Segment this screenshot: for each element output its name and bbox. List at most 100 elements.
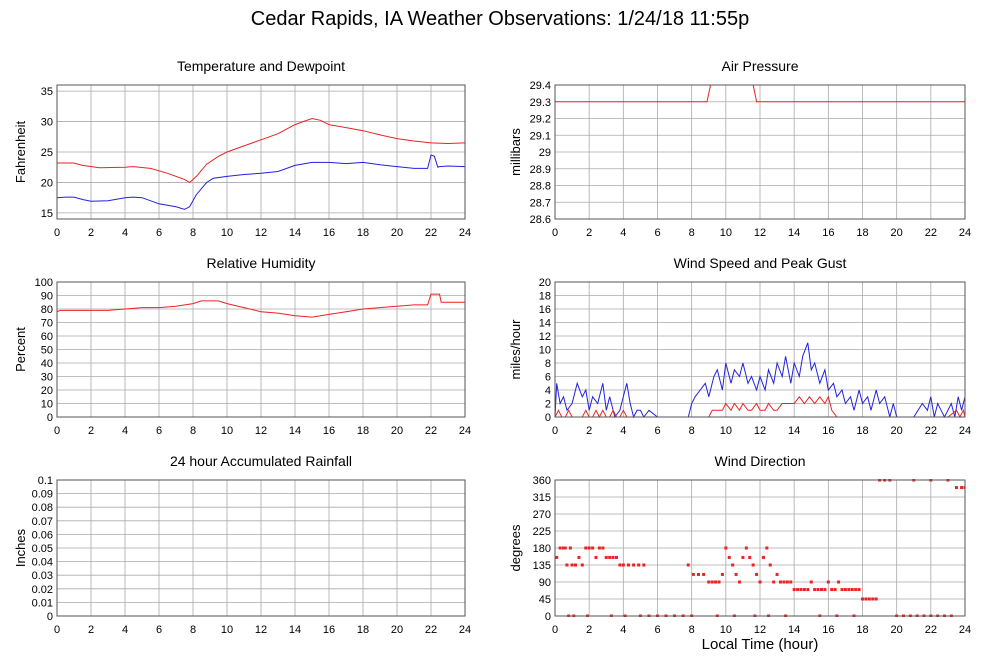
y-tick-label: 28.7 (530, 197, 551, 209)
y-tick-label: 28.8 (530, 181, 551, 193)
data-point (702, 572, 706, 576)
y-tick-label: 70 (41, 318, 53, 330)
y-tick-label: 28.9 (530, 164, 551, 176)
y-tick-label: 10 (41, 399, 53, 411)
x-tick-label: 2 (586, 227, 592, 239)
x-tick-label: 24 (459, 227, 471, 239)
data-point (854, 588, 858, 592)
data-point (850, 588, 854, 592)
x-tick-label: 12 (754, 624, 766, 636)
series-line (555, 395, 965, 418)
y-tick-label: 45 (539, 594, 551, 606)
data-point (632, 563, 636, 567)
data-point (615, 555, 618, 559)
x-tick-label: 24 (959, 227, 971, 239)
x-tick-label: 18 (357, 425, 369, 437)
data-point (768, 563, 772, 567)
y-tick-label: 30 (41, 117, 53, 129)
data-point (707, 580, 711, 584)
data-point (761, 555, 765, 559)
y-tick-label: 29.3 (530, 97, 551, 109)
data-point (785, 580, 789, 584)
y-tick-label: 90 (539, 577, 551, 589)
y-tick-label: 29 (539, 147, 551, 159)
y-tick-label: 29.1 (530, 130, 551, 142)
x-tick-label: 4 (620, 425, 626, 437)
series-group (57, 293, 465, 318)
x-tick-label: 20 (891, 227, 903, 239)
data-point (568, 546, 572, 550)
data-point (847, 588, 851, 592)
x-tick-label: 16 (822, 227, 834, 239)
y-axis-label: Percent (13, 327, 28, 372)
data-point (837, 580, 841, 584)
data-point (765, 546, 769, 550)
x-tick-label: 16 (323, 227, 335, 239)
x-tick-label: 12 (255, 227, 267, 239)
y-tick-label: 0.04 (32, 557, 53, 569)
data-point (954, 486, 958, 490)
x-tick-label: 24 (959, 624, 971, 636)
x-tick-label: 2 (88, 624, 94, 636)
data-point (717, 580, 721, 584)
data-point (691, 572, 695, 576)
chart-title: Relative Humidity (207, 255, 316, 271)
data-point (597, 546, 601, 550)
data-point (861, 597, 864, 601)
plot-frame (56, 84, 466, 220)
x-tick-label: 12 (255, 624, 267, 636)
y-tick-label: 14 (539, 318, 551, 330)
data-point (806, 588, 810, 592)
x-tick-label: 8 (689, 227, 695, 239)
y-tick-label: 20 (41, 177, 53, 189)
data-point (840, 588, 844, 592)
y-tick-label: 2 (545, 399, 551, 411)
y-tick-label: 80 (41, 304, 53, 316)
x-tick-label: 0 (552, 227, 558, 239)
plot-frame (554, 84, 966, 220)
data-point (591, 546, 595, 550)
x-tick-label: 20 (391, 227, 403, 239)
y-tick-label: 0.05 (32, 543, 53, 555)
data-point (608, 555, 612, 559)
y-tick-label: 10 (539, 345, 551, 357)
data-point (570, 563, 574, 567)
x-tick-label: 0 (552, 425, 558, 437)
data-point (714, 580, 718, 584)
chart-title: 24 hour Accumulated Rainfall (170, 453, 352, 469)
series-line (57, 293, 465, 318)
x-tick-label: 2 (88, 227, 94, 239)
x-tick-label: 14 (788, 227, 800, 239)
data-point (820, 588, 823, 592)
x-tick-label: 10 (221, 227, 233, 239)
x-tick-label: 24 (459, 624, 471, 636)
data-point (584, 546, 588, 550)
data-point (748, 555, 752, 559)
x-tick-label: 6 (156, 624, 162, 636)
y-tick-label: 360 (533, 475, 551, 487)
data-point (963, 486, 965, 490)
x-tick-label: 22 (425, 425, 437, 437)
y-tick-label: 0.06 (32, 529, 53, 541)
y-tick-label: 50 (41, 345, 53, 357)
data-point (574, 563, 577, 567)
data-point (833, 588, 837, 592)
x-tick-label: 14 (289, 425, 301, 437)
x-tick-label: 22 (425, 624, 437, 636)
x-tick-label: 24 (959, 425, 971, 437)
data-point (577, 555, 581, 559)
x-tick-label: 0 (54, 624, 60, 636)
x-tick-label: 10 (221, 624, 233, 636)
y-tick-label: 35 (41, 86, 53, 98)
data-point (867, 597, 871, 601)
y-tick-label: 0 (545, 412, 551, 424)
y-tick-label: 30 (41, 372, 53, 384)
x-tick-label: 2 (586, 425, 592, 437)
y-tick-label: 25 (41, 147, 53, 159)
x-tick-label: 6 (156, 227, 162, 239)
x-tick-label: 18 (856, 425, 868, 437)
y-tick-label: 15 (41, 208, 53, 220)
data-point (744, 546, 748, 550)
